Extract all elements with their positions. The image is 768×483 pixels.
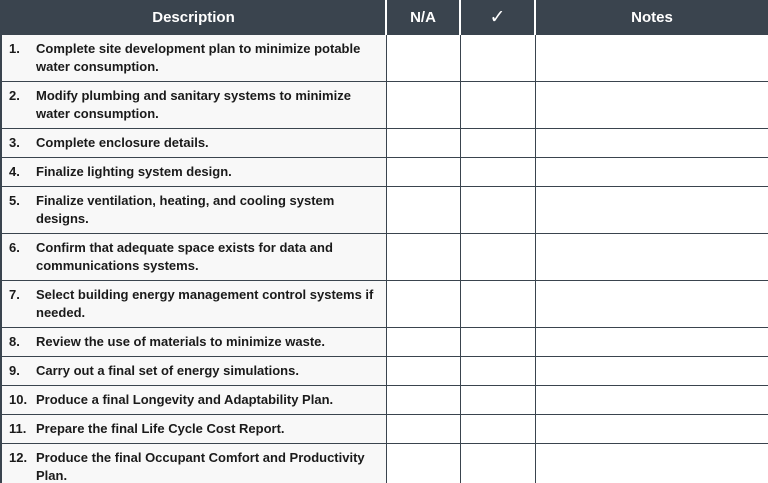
row-number: 2. [9,87,20,103]
description-cell: 7. Select building energy management con… [0,279,387,328]
na-cell[interactable] [385,80,461,129]
na-cell[interactable] [385,442,461,483]
row-description: Finalize ventilation, heating, and cooli… [36,192,335,226]
check-cell[interactable] [459,127,536,158]
table-row: 3. Complete enclosure details. [0,127,768,158]
description-cell: 8. Review the use of materials to minimi… [0,326,387,357]
row-description: Carry out a final set of energy simulati… [36,362,299,378]
table-row: 6. Confirm that adequate space exists fo… [0,232,768,281]
column-header-description: Description [1,1,386,35]
row-number: 3. [9,134,20,150]
column-header-notes: Notes [534,1,768,35]
notes-cell[interactable] [534,355,768,386]
check-icon: ✓ [459,1,535,35]
table-row: 4. Finalize lighting system design. [0,156,768,187]
description-cell: 9. Carry out a final set of energy simul… [0,355,387,386]
description-cell: 11. Prepare the final Life Cycle Cost Re… [0,413,387,444]
notes-cell[interactable] [534,326,768,357]
table-row: 11. Prepare the final Life Cycle Cost Re… [0,413,768,444]
check-cell[interactable] [459,326,536,357]
check-cell[interactable] [459,232,536,281]
table-row: 5. Finalize ventilation, heating, and co… [0,185,768,234]
table-row: 1. Complete site development plan to min… [0,33,768,82]
row-description: Review the use of materials to minimize … [36,333,325,349]
na-cell[interactable] [385,279,461,328]
notes-cell[interactable] [534,80,768,129]
description-cell: 3. Complete enclosure details. [0,127,387,158]
notes-cell[interactable] [534,232,768,281]
table-row: 7. Select building energy management con… [0,279,768,328]
notes-cell[interactable] [534,413,768,444]
row-number: 12. [9,449,28,465]
row-number: 1. [9,40,20,56]
notes-cell[interactable] [534,279,768,328]
table-row: 8. Review the use of materials to minimi… [0,326,768,357]
na-cell[interactable] [385,384,461,415]
description-cell: 1. Complete site development plan to min… [0,33,387,82]
na-cell[interactable] [385,33,461,82]
na-cell[interactable] [385,156,461,187]
header-row: Description N/A ✓ Notes [1,1,768,35]
check-cell[interactable] [459,442,536,483]
row-description: Prepare the final Life Cycle Cost Report… [36,420,285,436]
row-description: Complete site development plan to minimi… [36,40,361,74]
row-number: 5. [9,192,20,208]
notes-cell[interactable] [534,33,768,82]
na-cell[interactable] [385,232,461,281]
notes-cell[interactable] [534,185,768,234]
row-number: 8. [9,333,20,349]
na-cell[interactable] [385,355,461,386]
notes-cell[interactable] [534,127,768,158]
row-number: 7. [9,286,20,302]
row-description: Produce a final Longevity and Adaptabili… [36,391,334,407]
na-cell[interactable] [385,326,461,357]
check-cell[interactable] [459,413,536,444]
row-number: 9. [9,362,20,378]
description-cell: 4. Finalize lighting system design. [0,156,387,187]
notes-cell[interactable] [534,156,768,187]
check-cell[interactable] [459,80,536,129]
row-description: Modify plumbing and sanitary systems to … [36,87,351,121]
check-cell[interactable] [459,185,536,234]
description-cell: 12. Produce the final Occupant Comfort a… [0,442,387,483]
row-number: 10. [9,391,28,407]
description-cell: 10. Produce a final Longevity and Adapta… [0,384,387,415]
check-cell[interactable] [459,279,536,328]
row-description: Complete enclosure details. [36,134,209,150]
description-cell: 2. Modify plumbing and sanitary systems … [0,80,387,129]
table-row: 12. Produce the final Occupant Comfort a… [0,442,768,483]
description-cell: 6. Confirm that adequate space exists fo… [0,232,387,281]
table-row: 2. Modify plumbing and sanitary systems … [0,80,768,129]
notes-cell[interactable] [534,442,768,483]
na-cell[interactable] [385,185,461,234]
row-description: Confirm that adequate space exists for d… [36,239,333,273]
check-cell[interactable] [459,384,536,415]
table-body: 1. Complete site development plan to min… [0,33,768,483]
check-cell[interactable] [459,156,536,187]
description-cell: 5. Finalize ventilation, heating, and co… [0,185,387,234]
notes-cell[interactable] [534,384,768,415]
na-cell[interactable] [385,413,461,444]
table-header: Description N/A ✓ Notes [1,1,768,35]
check-cell[interactable] [459,355,536,386]
row-description: Select building energy management contro… [36,286,374,320]
na-cell[interactable] [385,127,461,158]
row-description: Finalize lighting system design. [36,163,232,179]
column-header-na: N/A [385,1,460,35]
row-number: 6. [9,239,20,255]
check-cell[interactable] [459,33,536,82]
row-number: 4. [9,163,20,179]
row-number: 11. [9,420,27,436]
row-description: Produce the final Occupant Comfort and P… [36,449,365,483]
table-row: 10. Produce a final Longevity and Adapta… [0,384,768,415]
table-row: 9. Carry out a final set of energy simul… [0,355,768,386]
